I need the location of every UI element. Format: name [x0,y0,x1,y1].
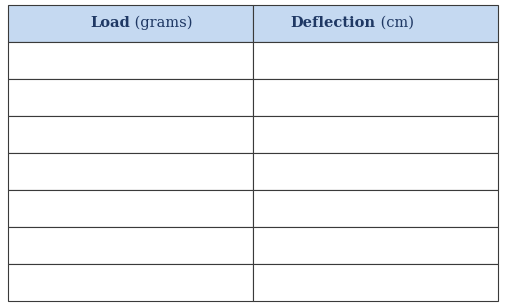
Bar [252,79,497,116]
Bar [252,190,497,227]
Bar [8,42,252,79]
Bar [8,227,252,264]
Text: (cm): (cm) [375,16,413,30]
Text: Deflection: Deflection [290,16,375,30]
Bar [252,116,497,153]
Bar [8,5,252,42]
Bar [8,116,252,153]
Text: (grams): (grams) [130,16,192,30]
Bar [252,42,497,79]
Bar [8,264,252,301]
Bar [8,79,252,116]
Bar [252,5,497,42]
Bar [252,153,497,190]
Bar [8,153,252,190]
Bar [252,264,497,301]
Text: Load: Load [90,16,130,30]
Bar [252,227,497,264]
Bar [8,190,252,227]
